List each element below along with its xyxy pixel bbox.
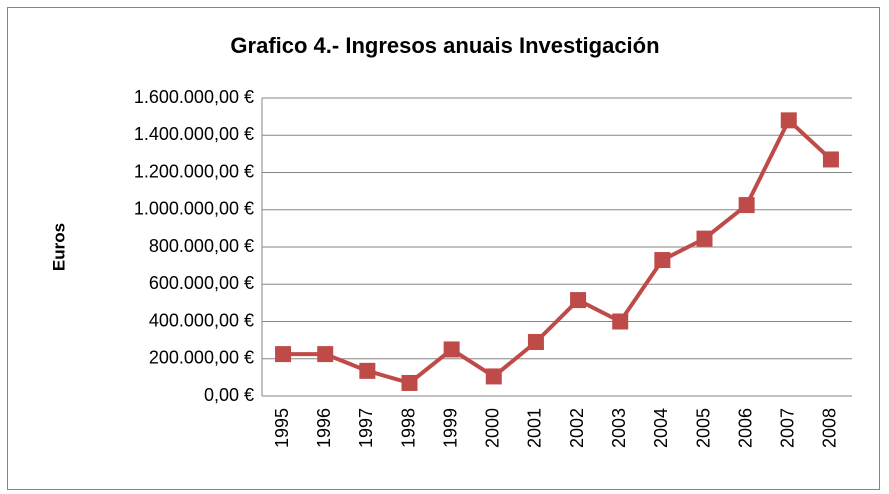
x-tick-label: 2001 (525, 408, 545, 448)
data-point (654, 252, 671, 269)
x-tick-label: 1999 (440, 408, 460, 448)
y-tick-label: 400.000,00 € (149, 310, 254, 330)
y-tick-label: 1.600.000,00 € (134, 87, 254, 107)
x-tick-label: 2006 (735, 408, 755, 448)
data-point (443, 341, 460, 358)
data-point (780, 112, 797, 129)
x-tick-label: 1998 (398, 408, 418, 448)
x-tick-label: 2003 (609, 408, 629, 448)
y-tick-label: 1.200.000,00 € (134, 161, 254, 181)
x-tick-label: 2002 (567, 408, 587, 448)
chart-frame (7, 7, 880, 490)
x-tick-label: 1995 (272, 408, 292, 448)
x-tick-label: 2005 (693, 408, 713, 448)
chart-title: Grafico 4.- Ingresos anuais Investigació… (230, 33, 659, 58)
y-tick-label: 1.400.000,00 € (134, 124, 254, 144)
data-point (275, 346, 292, 363)
data-point (485, 368, 502, 385)
data-point (612, 313, 629, 330)
data-point (317, 346, 334, 363)
x-tick-label: 1996 (314, 408, 334, 448)
x-tick-label: 2000 (483, 408, 503, 448)
x-tick-label: 2008 (820, 408, 840, 448)
x-tick-label: 1997 (356, 408, 376, 448)
x-tick-label: 2007 (778, 408, 798, 448)
y-axis-label: Euros (49, 223, 68, 271)
data-point (696, 230, 713, 247)
y-tick-label: 0,00 € (204, 385, 254, 405)
y-tick-label: 200.000,00 € (149, 348, 254, 368)
data-point (359, 362, 376, 379)
x-tick-label: 2004 (651, 408, 671, 448)
data-point (822, 151, 839, 168)
y-tick-label: 1.000.000,00 € (134, 199, 254, 219)
data-point (738, 197, 755, 214)
y-tick-label: 600.000,00 € (149, 273, 254, 293)
data-point (527, 333, 544, 350)
data-point (570, 292, 587, 309)
data-point (401, 374, 418, 391)
y-tick-label: 800.000,00 € (149, 236, 254, 256)
